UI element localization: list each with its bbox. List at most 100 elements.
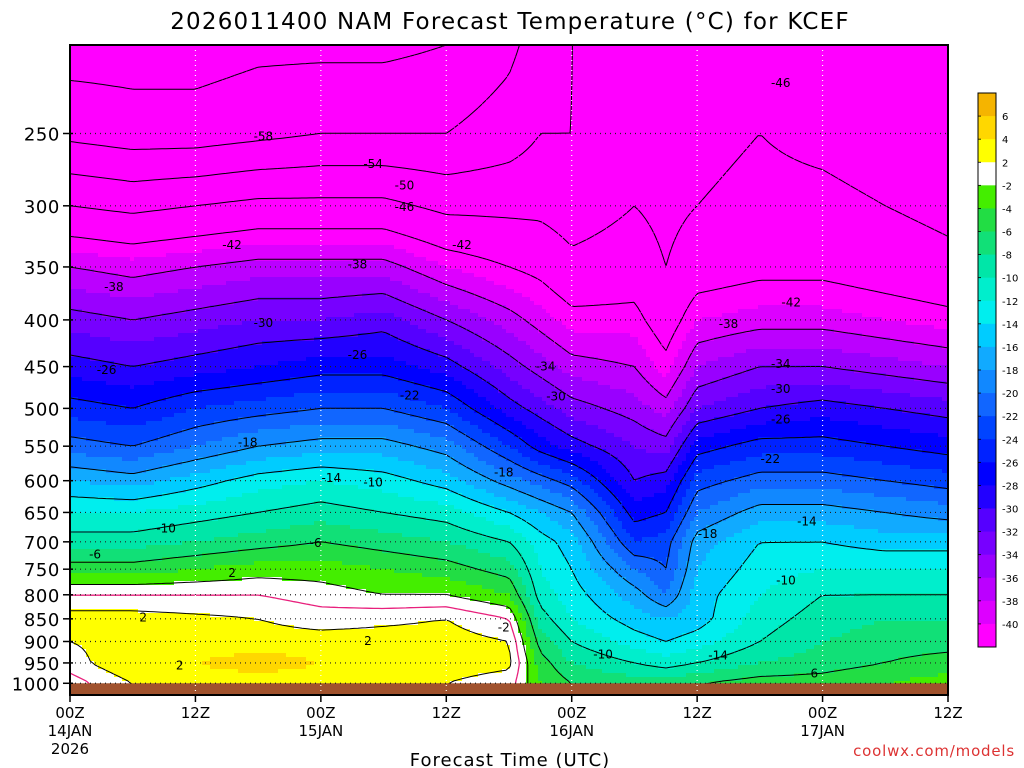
colorbar-swatch [978, 208, 996, 232]
colorbar-label: -38 [1002, 597, 1018, 608]
colorbar-label: -36 [1002, 574, 1018, 585]
x-tick-label: 12Z [432, 704, 461, 722]
isotherm--6 [70, 541, 949, 695]
colorbar-label: -10 [1002, 274, 1018, 285]
x-tick-label: 00Z [808, 704, 837, 722]
contour-label: -14 [797, 514, 817, 528]
contour-label: -18 [238, 436, 258, 450]
colorbar-swatch [978, 93, 996, 117]
x-axis-title: Forecast Time (UTC) [410, 750, 610, 768]
isotherm--58 [69, 44, 447, 90]
colorbar-label: -24 [1002, 435, 1018, 446]
plot-area: -58-54-50-46-42 -42-38-38-30-26-26-22-18-… [69, 44, 949, 696]
y-tick-label: 250 [24, 124, 60, 145]
isotherm--22 [69, 407, 949, 569]
credit-link[interactable]: coolwx.com/models [853, 742, 1015, 760]
chart-title: 2026011400 NAM Forecast Temperature (°C)… [170, 9, 850, 35]
x-tick-label: 00Z [55, 704, 84, 722]
contour-label: -30 [546, 389, 566, 403]
contour-label: -54 [363, 157, 383, 171]
colorbar-label: -14 [1002, 320, 1018, 331]
colorbar-label: -12 [1002, 297, 1018, 308]
y-tick-label: 400 [24, 311, 60, 332]
colorbar-swatch [978, 508, 996, 533]
contour-label: -38 [104, 280, 124, 294]
colorbar-label: -20 [1002, 389, 1018, 400]
y-tick-label: 550 [24, 437, 60, 458]
colorbar-label: -28 [1002, 481, 1018, 492]
colorbar-label: -16 [1002, 343, 1018, 354]
contour-label: -10 [593, 647, 613, 661]
contour-label: -22 [400, 388, 420, 402]
pressure-axis: 2503003504004505005506006507007508008509… [12, 124, 73, 695]
colorbar-swatch [978, 439, 996, 463]
x-tick-label: 00Z [306, 704, 335, 722]
contour-label: -42 [452, 238, 472, 252]
colorbar-label: -18 [1002, 366, 1018, 377]
colorbar-swatch [978, 462, 996, 486]
contour-label: -30 [254, 316, 274, 330]
colorbar-label: 4 [1002, 135, 1008, 146]
contour-label: -34 [536, 360, 556, 374]
isotherm--42 [69, 228, 949, 351]
colorbar-swatch [978, 185, 996, 209]
contour-label: 2 [176, 658, 184, 672]
colorbar-swatch [978, 600, 996, 625]
colorbar-swatch [978, 254, 996, 279]
contour-labels: -58-54-50-46-42 -42-38-38-30-26-26-22-18-… [89, 76, 818, 681]
colorbar-swatch [978, 485, 996, 509]
contour-label: -10 [776, 574, 796, 588]
colorbar-label: -4 [1002, 204, 1012, 215]
isotherm--10 [70, 501, 948, 669]
isotherm--26 [69, 374, 949, 523]
contour-label: -26 [771, 412, 791, 426]
y-tick-label: 800 [24, 586, 60, 607]
y-tick-label: 450 [24, 358, 60, 379]
contour-label: -26 [348, 348, 368, 362]
colorbar-swatch [978, 623, 996, 648]
contour-label: 2 [228, 566, 236, 580]
colorbar-label: -6 [1002, 228, 1012, 239]
colorbar-swatch [978, 346, 996, 371]
colorbar-swatch [978, 393, 996, 417]
plot-frame [69, 44, 949, 696]
colorbar-swatch [978, 323, 996, 348]
colorbar-label: 2 [1002, 158, 1008, 169]
contour-label: -26 [97, 363, 117, 377]
colorbar-label: -26 [1002, 458, 1018, 469]
x-tick-label: 2026 [51, 740, 89, 758]
y-tick-label: 300 [24, 197, 60, 218]
y-tick-label: 950 [24, 654, 60, 675]
contour-label: -34 [771, 357, 791, 371]
colorbar-label: 6 [1002, 112, 1008, 123]
contour-label: -6 [89, 548, 101, 562]
y-tick-label: 900 [24, 632, 60, 653]
ground-surface [70, 683, 948, 695]
y-tick-label: 600 [24, 472, 60, 493]
colorbar-swatch [978, 577, 996, 602]
x-tick-label: 00Z [557, 704, 586, 722]
colorbar-label: -22 [1002, 412, 1018, 423]
colorbar-label: -30 [1002, 505, 1018, 516]
contour-label: -42 [781, 296, 801, 310]
contour-label: -14 [322, 471, 342, 485]
colorbar-swatch [978, 116, 996, 140]
y-tick-label: 1000 [12, 674, 60, 695]
contour-label: -38 [719, 317, 739, 331]
contour-label: -38 [348, 258, 368, 272]
colorbar-swatch [978, 277, 996, 302]
y-tick-label: 700 [24, 533, 60, 554]
x-tick-label: 14JAN [48, 722, 93, 740]
y-tick-label: 500 [24, 399, 60, 420]
contour-label: 2 [139, 610, 147, 624]
colorbar-label: -8 [1002, 251, 1012, 262]
isotherm--38 [69, 258, 949, 399]
color-legend: 6 4 2 -2 -4 -6 -8 -10 -12 -14 -16 -18 -20 -22 -24 -26 -2… [977, 92, 1018, 648]
contour-label: -30 [771, 382, 791, 396]
x-tick-label: 15JAN [298, 722, 343, 740]
x-tick-label: 16JAN [549, 722, 594, 740]
contour-label: -14 [708, 648, 728, 662]
colorbar-label: -32 [1002, 528, 1018, 539]
temperature-fill [70, 45, 949, 696]
